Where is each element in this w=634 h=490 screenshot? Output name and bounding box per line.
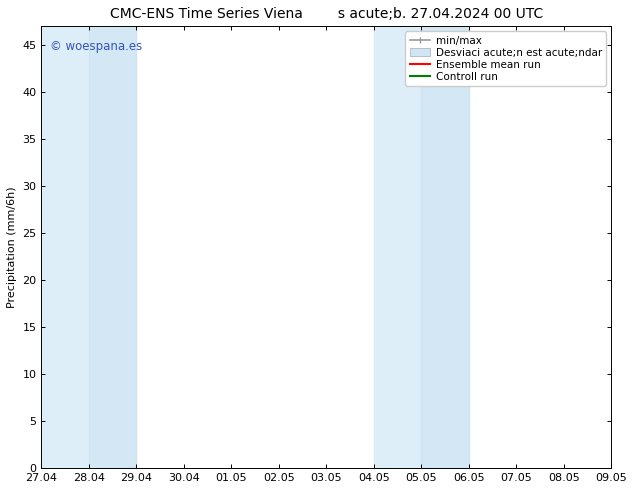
Bar <box>41 26 136 468</box>
Legend: min/max, Desviaci acute;n est acute;ndar, Ensemble mean run, Controll run: min/max, Desviaci acute;n est acute;ndar… <box>405 31 606 86</box>
Text: © woespana.es: © woespana.es <box>50 40 142 52</box>
Title: CMC-ENS Time Series Viena        s acute;b. 27.04.2024 00 UTC: CMC-ENS Time Series Viena s acute;b. 27.… <box>110 7 543 21</box>
Bar <box>374 26 469 468</box>
Bar <box>421 26 469 468</box>
Y-axis label: Precipitation (mm/6h): Precipitation (mm/6h) <box>7 186 17 308</box>
Bar <box>89 26 136 468</box>
